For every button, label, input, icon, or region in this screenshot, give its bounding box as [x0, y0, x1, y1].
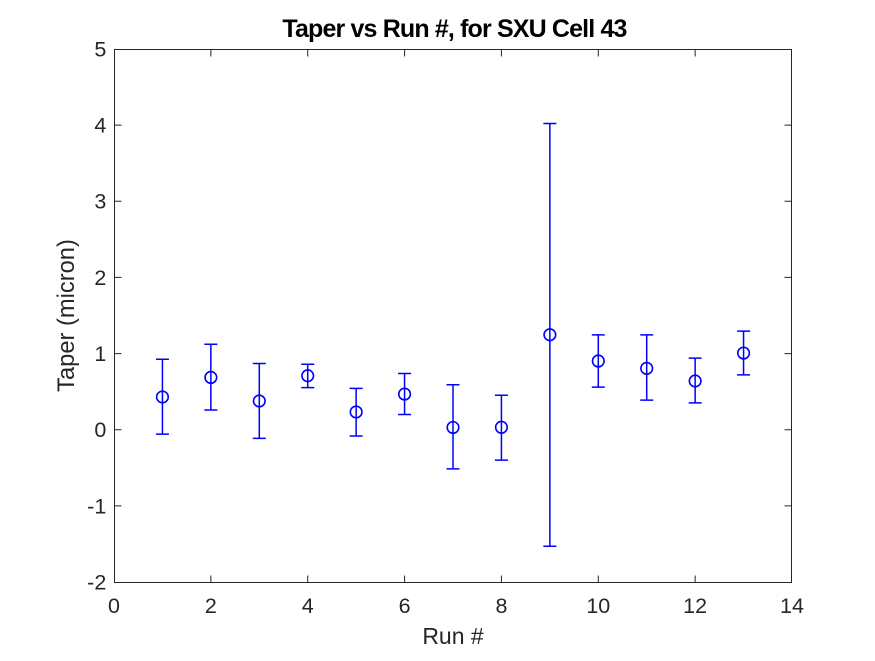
svg-text:14: 14 [780, 594, 804, 618]
svg-text:2: 2 [205, 594, 217, 618]
svg-text:3: 3 [94, 190, 106, 214]
svg-text:-2: -2 [87, 570, 106, 594]
svg-text:2: 2 [94, 266, 106, 290]
svg-text:Taper (micron): Taper (micron) [54, 239, 80, 392]
svg-text:8: 8 [495, 594, 507, 618]
svg-text:1: 1 [94, 342, 106, 366]
svg-text:5: 5 [94, 37, 106, 61]
svg-text:10: 10 [586, 594, 610, 618]
svg-text:0: 0 [94, 418, 106, 442]
svg-text:12: 12 [683, 594, 707, 618]
svg-text:-1: -1 [87, 494, 106, 518]
svg-text:0: 0 [108, 594, 120, 618]
svg-text:6: 6 [399, 594, 411, 618]
svg-text:4: 4 [302, 594, 314, 618]
svg-text:4: 4 [94, 114, 106, 138]
svg-text:Taper vs Run #, for SXU Cell 4: Taper vs Run #, for SXU Cell 43 [282, 15, 626, 43]
svg-text:Run #: Run # [422, 623, 484, 649]
